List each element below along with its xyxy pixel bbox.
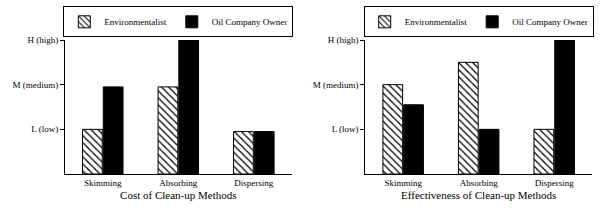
svg-text:L (low): L (low) — [31, 124, 58, 134]
svg-text:Environmentalist: Environmentalist — [104, 17, 166, 27]
svg-text:Effectiveness of Clean-up Meth: Effectiveness of Clean-up Methods — [401, 189, 556, 201]
svg-text:Oil Company Owner: Oil Company Owner — [212, 17, 288, 27]
svg-text:Dispersing: Dispersing — [535, 178, 574, 188]
svg-text:L (low): L (low) — [332, 124, 359, 134]
svg-text:M (medium): M (medium) — [12, 80, 58, 90]
svg-text:H (high): H (high) — [27, 35, 58, 45]
svg-text:Oil Company Owner: Oil Company Owner — [512, 17, 588, 27]
svg-text:M (medium): M (medium) — [313, 80, 359, 90]
svg-text:Dispersing: Dispersing — [234, 178, 273, 188]
svg-text:Skimming: Skimming — [84, 178, 122, 188]
svg-text:Environmentalist: Environmentalist — [405, 17, 467, 27]
svg-text:Skimming: Skimming — [384, 178, 422, 188]
svg-text:Absorbing: Absorbing — [159, 178, 197, 188]
svg-text:Absorbing: Absorbing — [460, 178, 498, 188]
svg-text:H (high): H (high) — [328, 35, 359, 45]
svg-text:Cost of Clean-up Methods: Cost of Clean-up Methods — [120, 189, 236, 201]
